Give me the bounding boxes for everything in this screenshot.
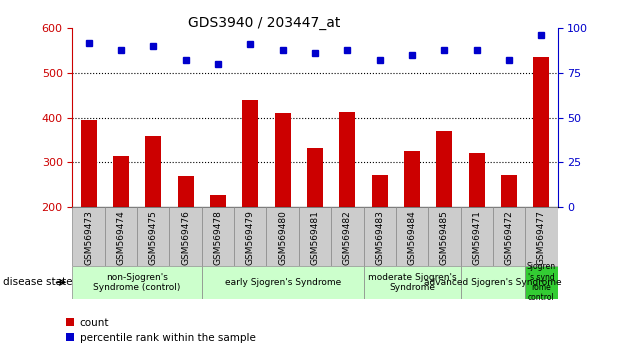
Text: disease state: disease state — [3, 277, 72, 287]
Bar — [81, 120, 97, 207]
Bar — [469, 153, 485, 207]
Bar — [364, 266, 461, 299]
Text: GDS3940 / 203447_at: GDS3940 / 203447_at — [188, 16, 341, 30]
Bar — [428, 207, 461, 266]
Text: GSM569479: GSM569479 — [246, 210, 255, 265]
Bar — [525, 266, 558, 299]
Text: GSM569482: GSM569482 — [343, 210, 352, 265]
Bar — [72, 207, 105, 266]
Bar — [210, 195, 226, 207]
Bar — [404, 151, 420, 207]
Text: Sjogren
's synd
rome
control: Sjogren 's synd rome control — [527, 262, 556, 302]
Bar — [307, 148, 323, 207]
Text: early Sjogren's Syndrome: early Sjogren's Syndrome — [224, 278, 341, 287]
Bar — [533, 57, 549, 207]
Bar — [493, 207, 525, 266]
Bar — [234, 207, 266, 266]
Bar — [266, 207, 299, 266]
Bar — [396, 207, 428, 266]
Bar — [105, 207, 137, 266]
Bar — [242, 100, 258, 207]
Bar — [331, 207, 364, 266]
Bar — [113, 156, 129, 207]
Bar — [501, 175, 517, 207]
Text: GSM569476: GSM569476 — [181, 210, 190, 265]
Bar — [202, 207, 234, 266]
Text: GSM569480: GSM569480 — [278, 210, 287, 265]
Text: GSM569471: GSM569471 — [472, 210, 481, 265]
Bar — [364, 207, 396, 266]
Text: GSM569484: GSM569484 — [408, 210, 416, 265]
Bar — [461, 266, 525, 299]
Bar — [275, 113, 291, 207]
Text: GSM569477: GSM569477 — [537, 210, 546, 265]
Text: GSM569474: GSM569474 — [117, 210, 125, 265]
Bar — [145, 136, 161, 207]
Text: non-Sjogren's
Syndrome (control): non-Sjogren's Syndrome (control) — [93, 273, 181, 292]
Text: moderate Sjogren's
Syndrome: moderate Sjogren's Syndrome — [368, 273, 456, 292]
Bar — [137, 207, 169, 266]
Bar — [461, 207, 493, 266]
Bar — [436, 131, 452, 207]
Bar — [339, 112, 355, 207]
Text: GSM569483: GSM569483 — [375, 210, 384, 265]
Text: GSM569481: GSM569481 — [311, 210, 319, 265]
Text: advanced Sjogren's Syndrome: advanced Sjogren's Syndrome — [424, 278, 562, 287]
Text: GSM569472: GSM569472 — [505, 210, 513, 265]
Bar — [178, 176, 194, 207]
Bar — [525, 207, 558, 266]
Bar — [202, 266, 364, 299]
Bar — [299, 207, 331, 266]
Text: GSM569475: GSM569475 — [149, 210, 158, 265]
Legend: count, percentile rank within the sample: count, percentile rank within the sample — [62, 314, 260, 347]
Bar — [72, 266, 202, 299]
Text: GSM569478: GSM569478 — [214, 210, 222, 265]
Bar — [169, 207, 202, 266]
Bar — [372, 175, 387, 207]
Text: GSM569473: GSM569473 — [84, 210, 93, 265]
Text: GSM569485: GSM569485 — [440, 210, 449, 265]
